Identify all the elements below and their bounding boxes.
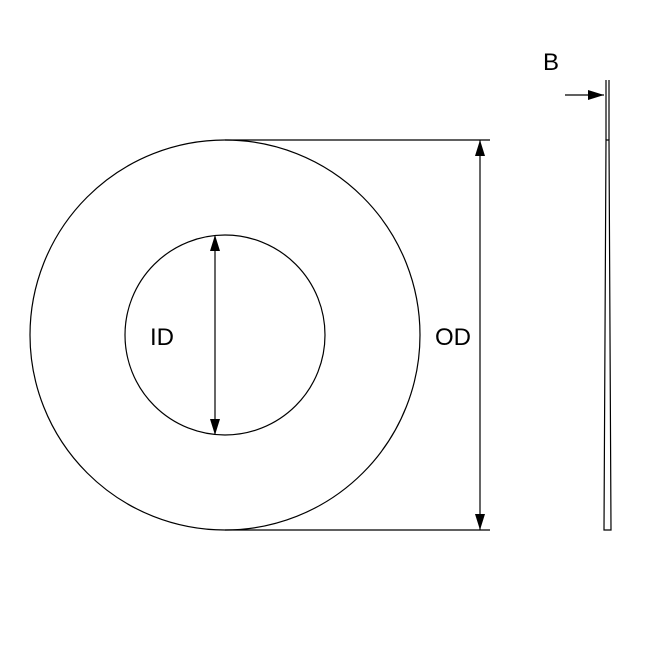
od-label: OD	[435, 324, 471, 351]
washer-dimension-diagram: ID OD B	[0, 0, 670, 670]
b-label: B	[543, 49, 559, 76]
washer-outer-circle	[30, 140, 420, 530]
id-label: ID	[150, 324, 174, 351]
washer-side-view	[604, 140, 611, 530]
